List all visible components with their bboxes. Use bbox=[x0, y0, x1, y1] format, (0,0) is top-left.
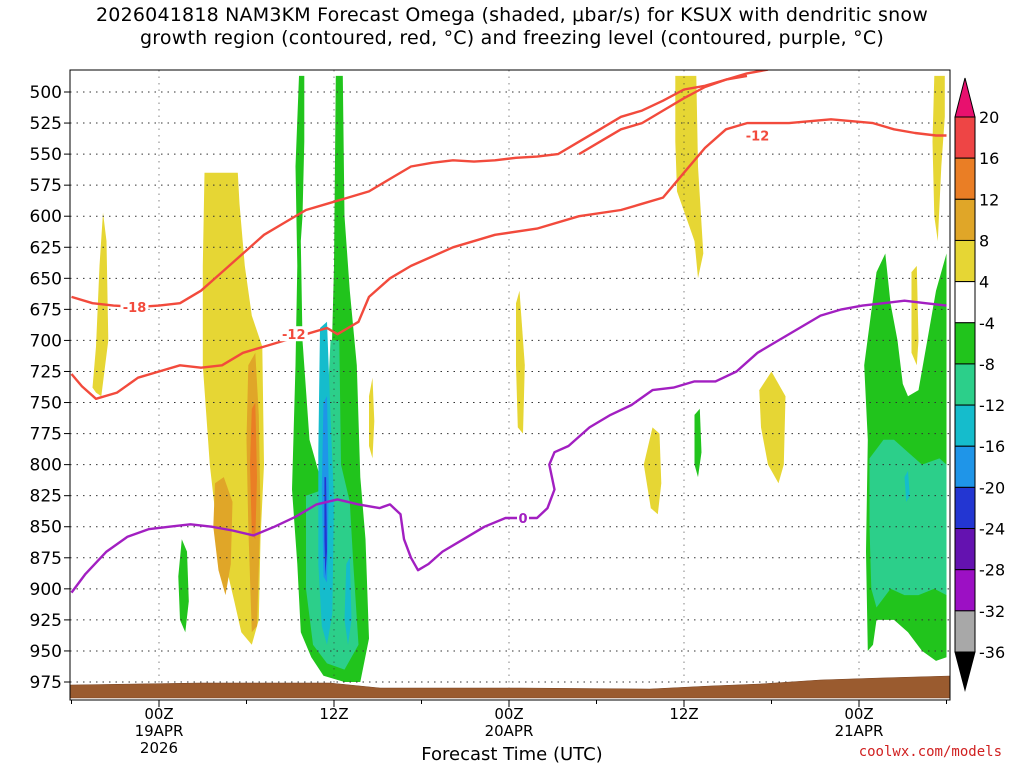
y-tick-label-975: 975 bbox=[30, 673, 62, 693]
gridlines bbox=[70, 70, 950, 700]
y-tick-label-500: 500 bbox=[30, 83, 62, 103]
colorbar-label: -24 bbox=[979, 520, 1005, 539]
colorbar-bin bbox=[954, 322, 976, 365]
colorbar-bin bbox=[954, 404, 976, 447]
x-axis-title: Forecast Time (UTC) bbox=[421, 744, 603, 765]
colorbar-bin bbox=[954, 157, 976, 200]
colorbar-label: -8 bbox=[979, 355, 995, 374]
contour-label-bg-dgz-minus-12-upper bbox=[743, 127, 772, 143]
y-tick-label-675: 675 bbox=[30, 300, 62, 320]
x-tick-label-3: 12Z bbox=[669, 705, 698, 723]
omega-region-night-downdraft-mid bbox=[869, 439, 947, 608]
colorbar-label: 20 bbox=[979, 108, 999, 127]
omega-region-night-downdraft-dot bbox=[904, 470, 910, 502]
y-tick-label-950: 950 bbox=[30, 642, 62, 662]
colorbar-label: -20 bbox=[979, 478, 1005, 497]
colorbar-bin bbox=[954, 486, 976, 530]
y-tick-label-725: 725 bbox=[30, 362, 62, 382]
y-tick-label-800: 800 bbox=[30, 456, 62, 476]
omega-region-morning-updraft-peak bbox=[250, 402, 257, 540]
omega-region-afternoon-small-updraft bbox=[643, 427, 662, 515]
chart-title-line-1: 2026041818 NAM3KM Forecast Omega (shaded… bbox=[96, 4, 928, 26]
y-tick-label-875: 875 bbox=[30, 549, 62, 569]
colorbar-label: 4 bbox=[979, 273, 989, 292]
y-tick-label-900: 900 bbox=[30, 580, 62, 600]
colorbar-label: -12 bbox=[979, 396, 1005, 415]
omega-region-late-updraft bbox=[759, 371, 786, 484]
colorbar-label: -4 bbox=[979, 314, 995, 333]
colorbar-bottom-arrow bbox=[954, 651, 976, 692]
omega-region-afternoon-small-downdraft bbox=[694, 408, 702, 478]
y-tick-label-525: 525 bbox=[30, 114, 62, 134]
plot-area bbox=[70, 70, 950, 700]
contour-label-freezing-level: 0 bbox=[518, 512, 527, 527]
colorbar-bin bbox=[954, 198, 976, 241]
colorbar-bin bbox=[954, 281, 976, 324]
colorbar-bin bbox=[954, 569, 976, 612]
colorbar-label: 16 bbox=[979, 149, 999, 168]
colorbar-label: -16 bbox=[979, 437, 1005, 456]
contour-line-dgz-minus-18 bbox=[71, 74, 748, 309]
y-tick-label-750: 750 bbox=[30, 394, 62, 414]
omega-colorbar: 20 16 12 8 4 -4 -8 -12 -16 -20 -24 -28 -32 -36 bbox=[954, 77, 1005, 692]
y-tick-label-850: 850 bbox=[30, 518, 62, 538]
omega-region-afternoon-upper-updraft bbox=[675, 75, 704, 279]
colorbar-top-arrow bbox=[954, 77, 976, 118]
omega-region-early-small-downdraft bbox=[178, 539, 189, 633]
contour-label-bg-freezing-level bbox=[517, 510, 529, 526]
y-tick-label-550: 550 bbox=[30, 145, 62, 165]
x-tick-sublabel-4-0: 21APR bbox=[835, 722, 884, 740]
omega-region-morning-downdraft-secondary bbox=[344, 557, 352, 645]
x-tick-label-2: 00Z bbox=[494, 705, 523, 723]
omega-region-evening-thin-updraft bbox=[516, 290, 525, 434]
y-tick-label-825: 825 bbox=[30, 487, 62, 507]
temperature-contours: -12 -12 -18 0 bbox=[70, 70, 947, 594]
contour-label-dgz-minus-18: -18 bbox=[123, 301, 147, 316]
x-tick-sublabel-2-0: 20APR bbox=[485, 722, 534, 740]
colorbar-label: -36 bbox=[979, 643, 1005, 662]
y-tick-label-700: 700 bbox=[30, 331, 62, 351]
colorbar-label: -32 bbox=[979, 602, 1005, 621]
x-tick-label-4: 00Z bbox=[844, 705, 873, 723]
omega-region-midday-thin-updraft bbox=[369, 377, 375, 459]
colorbar-bin bbox=[954, 528, 976, 571]
y-axis-ticks: 500 525 550 575 600 625 650 675 700 725 750 775 800 8… bbox=[30, 83, 70, 693]
y-tick-label-650: 650 bbox=[30, 269, 62, 289]
y-tick-label-625: 625 bbox=[30, 238, 62, 258]
y-tick-label-600: 600 bbox=[30, 207, 62, 227]
colorbar-bin bbox=[954, 239, 976, 283]
chart-title-line-2: growth region (contoured, red, °C) and f… bbox=[140, 27, 884, 49]
x-tick-sublabel-0-1: 2026 bbox=[140, 739, 178, 757]
colorbar-bin bbox=[954, 445, 976, 488]
colorbar-label: 12 bbox=[979, 190, 999, 209]
contour-line-dgz-minus-12-upper bbox=[578, 70, 769, 156]
colorbar-bin bbox=[954, 363, 976, 406]
contour-label-bg-dgz-minus-12-lower bbox=[279, 326, 308, 342]
contour-line-freezing-level bbox=[70, 299, 947, 594]
contour-label-bg-dgz-minus-18 bbox=[120, 298, 149, 314]
x-tick-sublabel-0-0: 19APR bbox=[135, 722, 184, 740]
omega-region-night-upper-updraft-left bbox=[911, 265, 919, 366]
colorbar-label: -28 bbox=[979, 561, 1005, 580]
colorbar-bin bbox=[954, 116, 976, 159]
omega-region-night-upper-updraft-right bbox=[932, 75, 945, 242]
y-tick-label-925: 925 bbox=[30, 611, 62, 631]
y-tick-label-575: 575 bbox=[30, 176, 62, 196]
omega-region-morning-updraft-core-left bbox=[213, 477, 233, 596]
colorbar-label: 8 bbox=[979, 231, 989, 250]
colorbar-bin bbox=[954, 610, 976, 653]
contour-label-dgz-minus-12-upper: -12 bbox=[746, 129, 770, 144]
x-tick-label-1: 12Z bbox=[319, 705, 348, 723]
x-tick-label-0: 00Z bbox=[144, 705, 173, 723]
credit-text: coolwx.com/models bbox=[858, 744, 1002, 760]
contour-label-dgz-minus-12-lower: -12 bbox=[282, 328, 306, 343]
contour-line-dgz-minus-12-lower bbox=[70, 118, 947, 400]
axes bbox=[69, 69, 951, 701]
y-tick-label-775: 775 bbox=[30, 425, 62, 445]
